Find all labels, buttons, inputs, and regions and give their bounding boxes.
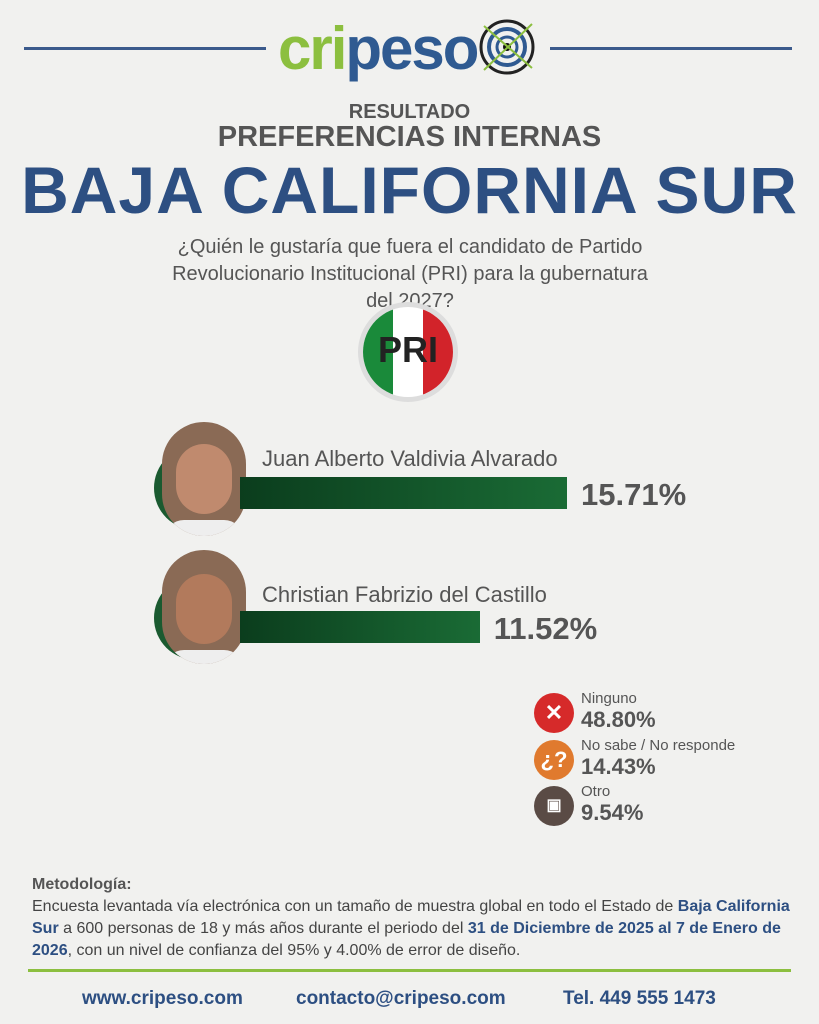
phone-number: Tel. 449 555 1473	[563, 988, 716, 1009]
other-label: No sabe / No responde	[581, 737, 736, 754]
question: ¿Quién le gustaría que fuera el candidat…	[172, 236, 648, 312]
methodology-text: a 600 personas de 18 y más años durante …	[58, 920, 468, 937]
footer-rule	[28, 969, 791, 972]
cripeso-logo: cripeso	[278, 15, 479, 82]
kicker: RESULTADO	[348, 101, 471, 123]
question-icon: ¿?	[534, 740, 574, 780]
methodology-state: Baja California Sur	[32, 898, 790, 937]
header-rule-left	[24, 47, 266, 50]
other-value: 14.43%	[581, 754, 656, 779]
header-rule-right	[550, 47, 792, 50]
target-icon	[479, 19, 535, 75]
pri-logo: PRI	[358, 302, 458, 402]
methodology-text: Encuesta levantada vía electrónica con u…	[32, 898, 678, 915]
other-label: Otro	[581, 783, 611, 800]
candidate-photo	[162, 422, 246, 536]
methodology: Metodología: Encuesta levantada vía elec…	[32, 874, 792, 962]
other-value: 9.54%	[581, 800, 644, 825]
bar-label: 15.71%	[581, 477, 687, 512]
candidate-name: Christian Fabrizio del Castillo	[262, 582, 547, 607]
email-link[interactable]: contacto@cripeso.com	[296, 988, 506, 1009]
website-link[interactable]: www.cripeso.com	[82, 988, 243, 1009]
bar-christian-fabrizio-del-castillo	[240, 611, 480, 643]
candidate-name: Juan Alberto Valdivia Alvarado	[262, 446, 558, 471]
other-value: 48.80%	[581, 707, 656, 732]
methodology-title: Metodología:	[32, 876, 132, 893]
bar-label: 11.52%	[493, 611, 598, 646]
ballot-icon: ▣	[534, 786, 574, 826]
bar-juan-alberto-valdivia	[240, 477, 567, 509]
other-label: Ninguno	[581, 690, 637, 707]
x-icon: ✕	[534, 693, 574, 733]
methodology-period: 31 de Diciembre de 2025 al 7 de Enero de…	[32, 920, 781, 959]
methodology-text: , con un nivel de confianza del 95% y 4.…	[67, 942, 521, 959]
subtitle: PREFERENCIAS INTERNAS	[217, 121, 602, 153]
page-title: BAJA CALIFORNIA SUR	[21, 153, 798, 227]
candidate-photo	[162, 550, 246, 664]
